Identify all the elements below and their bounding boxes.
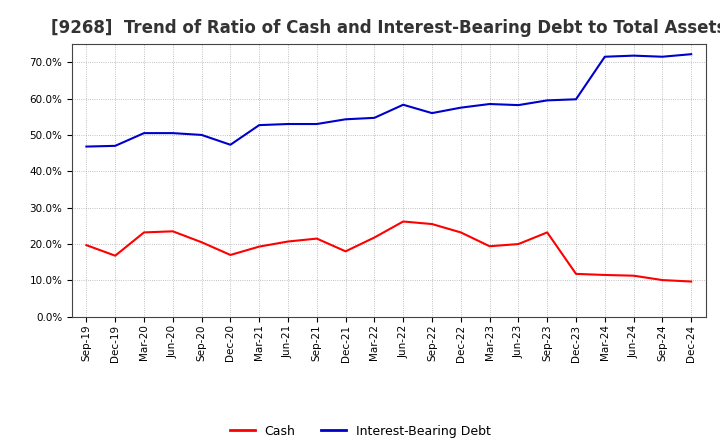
Interest-Bearing Debt xyxy=(168,131,177,136)
Interest-Bearing Debt xyxy=(312,121,321,127)
Cash xyxy=(226,252,235,257)
Interest-Bearing Debt xyxy=(197,132,206,138)
Cash xyxy=(140,230,148,235)
Cash xyxy=(629,273,638,279)
Cash xyxy=(197,240,206,245)
Interest-Bearing Debt xyxy=(111,143,120,148)
Interest-Bearing Debt xyxy=(140,131,148,136)
Cash xyxy=(514,242,523,247)
Cash xyxy=(428,221,436,227)
Cash xyxy=(399,219,408,224)
Cash xyxy=(341,249,350,254)
Cash xyxy=(572,271,580,276)
Cash xyxy=(312,236,321,241)
Cash xyxy=(284,239,292,244)
Interest-Bearing Debt xyxy=(629,53,638,58)
Interest-Bearing Debt xyxy=(687,51,696,57)
Cash xyxy=(687,279,696,284)
Cash xyxy=(658,278,667,283)
Cash xyxy=(82,242,91,248)
Cash xyxy=(543,230,552,235)
Interest-Bearing Debt xyxy=(514,103,523,108)
Interest-Bearing Debt xyxy=(255,122,264,128)
Interest-Bearing Debt xyxy=(658,54,667,59)
Interest-Bearing Debt xyxy=(284,121,292,127)
Title: [9268]  Trend of Ratio of Cash and Interest-Bearing Debt to Total Assets: [9268] Trend of Ratio of Cash and Intere… xyxy=(51,19,720,37)
Line: Cash: Cash xyxy=(86,221,691,282)
Cash xyxy=(255,244,264,249)
Cash xyxy=(111,253,120,258)
Interest-Bearing Debt xyxy=(341,117,350,122)
Interest-Bearing Debt xyxy=(370,115,379,121)
Interest-Bearing Debt xyxy=(600,54,609,59)
Legend: Cash, Interest-Bearing Debt: Cash, Interest-Bearing Debt xyxy=(225,420,495,440)
Interest-Bearing Debt xyxy=(82,144,91,149)
Interest-Bearing Debt xyxy=(543,98,552,103)
Cash xyxy=(168,229,177,234)
Interest-Bearing Debt xyxy=(226,142,235,147)
Interest-Bearing Debt xyxy=(399,102,408,107)
Cash xyxy=(370,235,379,240)
Interest-Bearing Debt xyxy=(456,105,465,110)
Line: Interest-Bearing Debt: Interest-Bearing Debt xyxy=(86,54,691,147)
Cash xyxy=(485,244,494,249)
Interest-Bearing Debt xyxy=(572,97,580,102)
Interest-Bearing Debt xyxy=(428,110,436,116)
Interest-Bearing Debt xyxy=(485,101,494,106)
Cash xyxy=(600,272,609,278)
Cash xyxy=(456,230,465,235)
